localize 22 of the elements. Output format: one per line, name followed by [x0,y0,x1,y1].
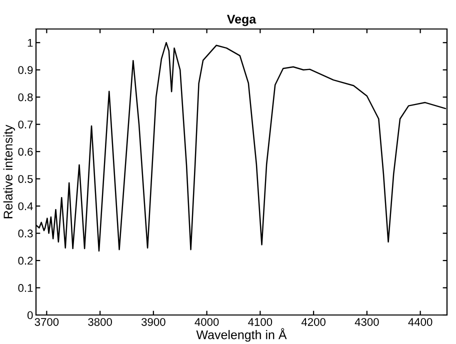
x-tick-label: 4200 [301,318,326,326]
y-tick-label: 0.8 [18,93,33,102]
x-tick-label: 3900 [141,318,166,326]
x-tick-label: 4300 [354,318,379,326]
y-tick-label: 1 [28,39,33,47]
x-tick-label: 4400 [408,318,432,326]
y-tick-label: 0.5 [18,175,33,183]
x-tick-label: 3800 [88,318,112,326]
x-tick-label: 3700 [34,318,59,326]
y-tick-label: 0 [27,311,33,320]
x-axis-title: Wavelength in Å [196,328,287,342]
y-tick-label: 0.7 [18,120,33,128]
y-tick-label: 0.3 [18,230,33,238]
chart-title: Vega [226,14,256,26]
y-tick-label: 0.2 [18,256,33,265]
y-tick-label: 0.9 [18,66,33,74]
y-tick-label: 0.4 [18,202,33,210]
x-tick-label: 4100 [248,318,272,326]
y-axis-title: Relative intensity [3,124,15,218]
y-tick-label: 0.1 [18,284,33,292]
x-tick-label: 4000 [194,318,219,326]
y-tick-label: 0.6 [18,148,33,156]
